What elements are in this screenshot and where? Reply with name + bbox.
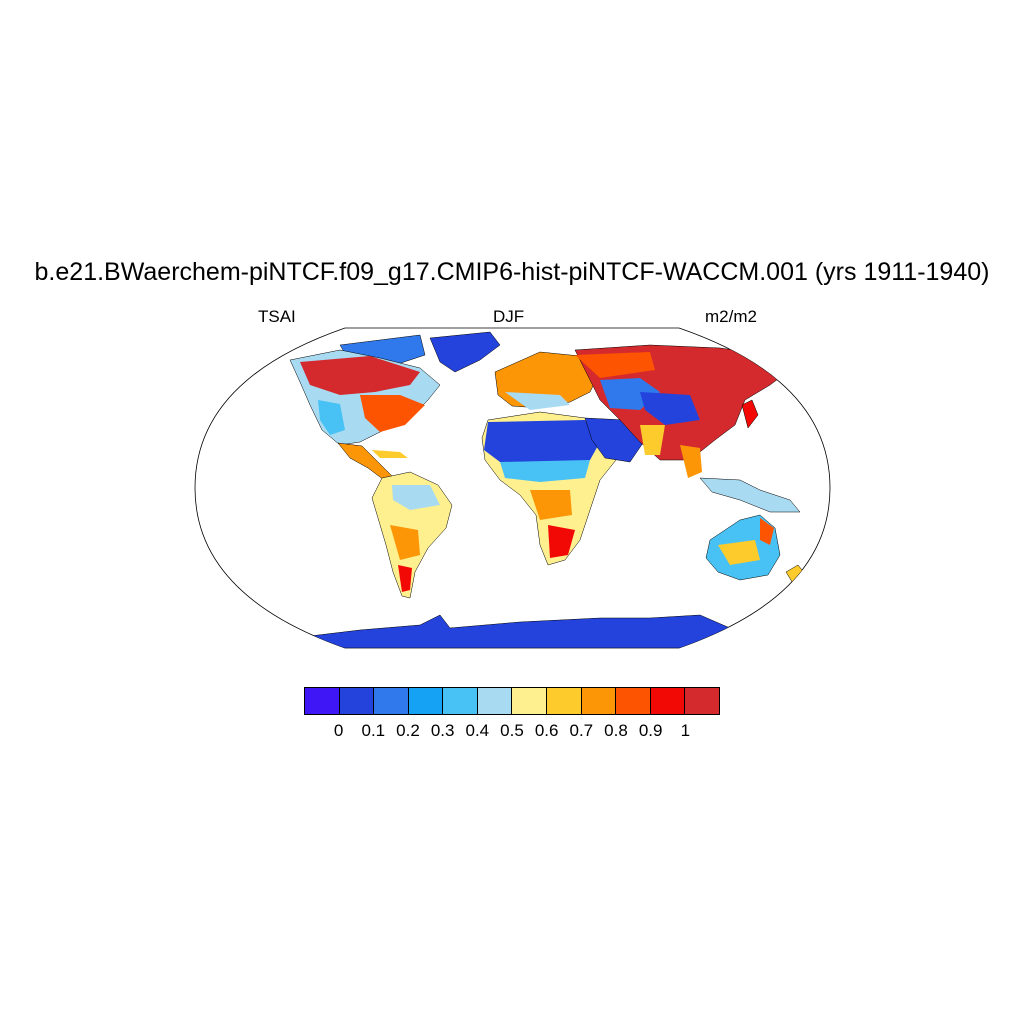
colorbar-tick-label: 0.4 — [465, 721, 490, 740]
colorbar — [304, 687, 720, 715]
maritime-se-asia — [699, 477, 801, 513]
colorbar-swatch — [339, 688, 375, 714]
colorbar-swatch — [685, 688, 719, 714]
antarctica — [299, 614, 751, 648]
figure-title: b.e21.BWaerchem-piNTCF.f09_g17.CMIP6-his… — [34, 258, 990, 286]
colorbar-tick-label: 0.3 — [430, 721, 455, 740]
colorbar-tick-label: 0 — [333, 721, 344, 740]
colorbar-swatch — [616, 688, 651, 714]
colorbar-swatch — [547, 688, 582, 714]
colorbar-swatch — [512, 688, 548, 714]
colorbar-swatch — [650, 688, 686, 714]
colorbar-swatch — [477, 688, 513, 714]
colorbar-tick-label: 0.7 — [569, 721, 594, 740]
season-label: DJF — [493, 307, 525, 326]
colorbar-tick-label: 0.6 — [534, 721, 559, 740]
colorbar-tick-label: 0.9 — [638, 721, 663, 740]
greenland — [429, 331, 501, 373]
colorbar-swatch — [374, 688, 409, 714]
colorbar-tick-label: 0.1 — [361, 721, 386, 740]
variable-label: TSAI — [258, 307, 296, 326]
colorbar-swatch — [408, 688, 444, 714]
japan — [741, 399, 759, 429]
colorbar-tick-label: 0.8 — [604, 721, 628, 740]
colorbar-tick-label: 1 — [680, 721, 691, 740]
colorbar-swatch — [581, 688, 617, 714]
colorbar-tick-label: 0.5 — [500, 721, 524, 740]
units-label: m2/m2 — [705, 307, 757, 326]
colorbar-tick-label: 0.2 — [396, 721, 420, 740]
colorbar-swatch — [443, 688, 478, 714]
colorbar-swatch — [305, 688, 340, 714]
